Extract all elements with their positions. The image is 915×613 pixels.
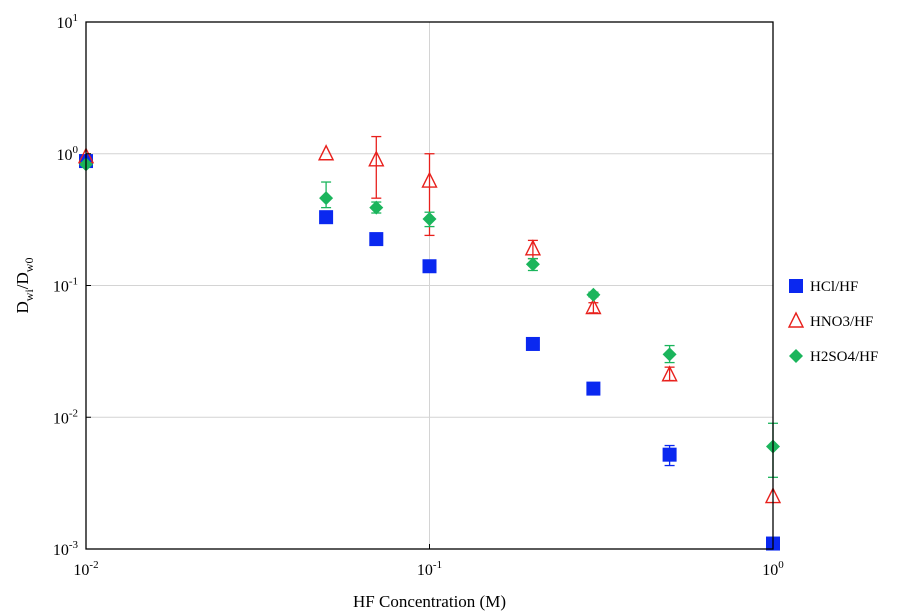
h2so4-hf-point (422, 211, 437, 226)
x-tick-label: 100 (762, 559, 784, 579)
x-axis-title: HF Concentration (M) (353, 592, 506, 611)
hno3-hf-point (317, 144, 335, 161)
hcl-hf-point (586, 381, 601, 396)
legend: HCl/HF HNO3/HF H2SO4/HF (787, 279, 878, 365)
y-axis-ticks: 10-3 10-2 10-1 100 101 (53, 12, 91, 559)
hcl-hf-point (662, 447, 677, 462)
y-tick-label: 10-1 (53, 276, 78, 296)
y-tick-label: 101 (57, 12, 79, 32)
hno3-hf-point (524, 239, 542, 256)
hno3-hf-point (661, 365, 678, 382)
legend-hcl-hf-label: HCl/HF (810, 279, 858, 295)
legend-hno3-hf-label: HNO3/HF (810, 314, 873, 330)
y-tick-label: 10-3 (53, 539, 79, 559)
h2so4-hf-point (525, 257, 540, 272)
legend-h2so4-hf-marker (789, 349, 803, 363)
legend-hno3-hf-marker (787, 311, 805, 328)
hno3-hf-point (368, 150, 385, 167)
hcl-hf-point (369, 232, 384, 247)
x-tick-label: 10-2 (73, 559, 98, 579)
y-axis-title: Dwi/Dw0 (13, 258, 36, 314)
hcl-hf-point (525, 336, 540, 351)
y-tick-label: 100 (57, 144, 79, 164)
data-points (77, 144, 782, 551)
legend-hcl-hf-marker (789, 279, 803, 293)
grid (85, 21, 774, 550)
x-tick-label: 10-1 (417, 559, 442, 579)
hcl-hf-point (422, 259, 437, 274)
hno3-hf-point (421, 171, 438, 188)
y-tick-label: 10-2 (53, 407, 78, 427)
h2so4-hf-point (662, 347, 677, 362)
h2so4-hf-point (319, 191, 334, 206)
hcl-hf-point (319, 210, 334, 225)
hno3-hf-point (585, 298, 602, 315)
legend-h2so4-hf-label: H2SO4/HF (810, 349, 878, 365)
h2so4-hf-point (586, 287, 601, 302)
h2so4-hf-point (369, 200, 384, 215)
x-axis-ticks: 10-2 10-1 100 (73, 544, 784, 579)
